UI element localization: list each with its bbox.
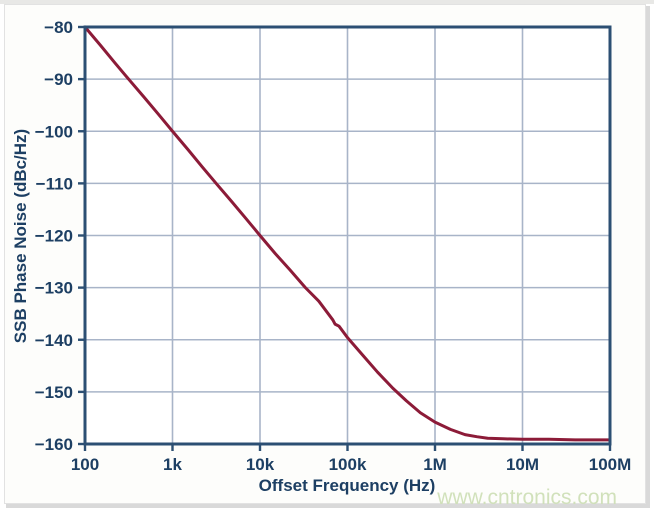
y-tick-label: −160 [35,435,73,454]
top-edge-strip [0,0,654,4]
y-tick-label: −150 [35,383,73,402]
y-tick-label: −140 [35,331,73,350]
x-axis-tick-marks [83,444,612,451]
x-axis-title: Offset Frequency (Hz) [259,476,436,495]
vertical-gridlines [171,27,524,444]
x-tick-label: 100k [329,455,367,474]
y-axis-tick-labels: −80 −90 −100 −110 −120 −130 −140 −150 −160 [35,18,73,454]
x-tick-label: 10M [506,455,539,474]
y-tick-label: −120 [35,227,73,246]
x-axis-tick-labels: 100 1k 10k 100k 1M 10M 100M [71,455,631,474]
site-watermark: www.cntronics.com [436,486,617,509]
y-tick-label: −100 [35,122,73,141]
x-tick-label: 100 [71,455,99,474]
y-axis-title: SSB Phase Noise (dBc/Hz) [11,129,30,343]
x-tick-label: 1M [423,455,447,474]
y-tick-label: −90 [44,70,73,89]
y-tick-label: −110 [36,174,73,193]
y-tick-label: −80 [44,18,73,37]
phase-noise-curve [83,25,612,442]
x-tick-label: 100M [589,455,632,474]
x-tick-label: 1k [163,455,182,474]
y-axis-tick-marks [78,25,85,446]
y-tick-label: −130 [35,279,73,298]
x-tick-label: 10k [246,455,275,474]
